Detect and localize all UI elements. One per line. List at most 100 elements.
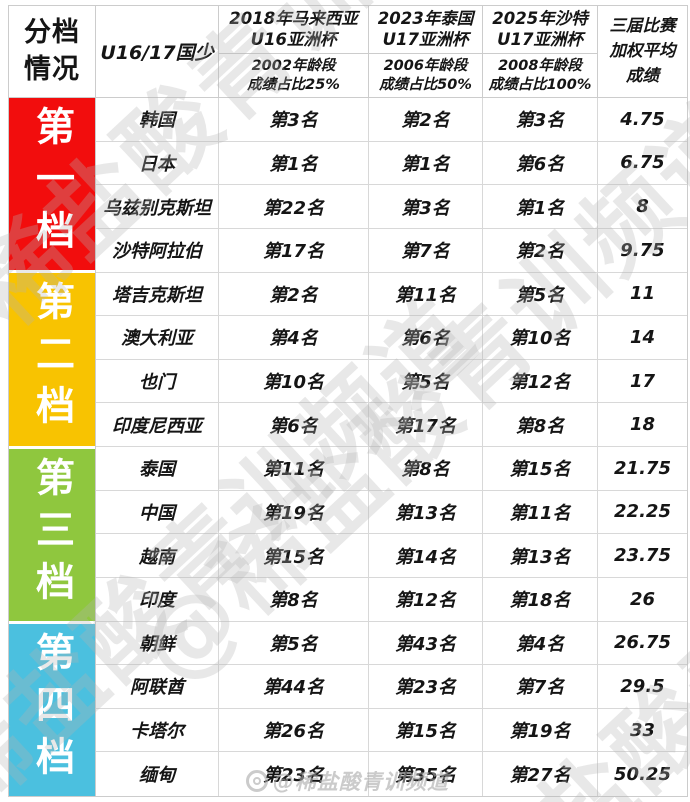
tier-label-4: 第四档 [29,631,75,788]
rank-2018-cell: 第26名 [219,708,369,753]
rank-2025-cell: 第3名 [483,98,598,142]
column-header-2023: 2023年泰国 U17亚洲杯 2006年龄段 成绩占比50% [369,6,483,97]
rank-2023-cell: 第15名 [369,708,483,753]
tier-band-3: 第三档 [9,448,95,621]
rank-2023-cell: 第35名 [369,752,483,796]
tier-band-column: 第一档 第二档 第三档 第四档 [9,98,96,796]
team-name-cell: 韩国 [96,98,219,142]
tournament-weight-2018: 2002年龄段 成绩占比25% [247,57,340,93]
rank-2023-cell: 第14名 [369,534,483,578]
weighted-avg-cell: 26 [598,578,687,622]
rank-2025-cell: 第18名 [483,577,598,622]
rank-2018-cell: 第22名 [219,185,369,229]
rank-2018-cell: 第5名 [219,621,369,666]
team-name-cell: 阿联酋 [96,665,219,709]
weighted-avg-cell: 23.75 [598,534,687,578]
rank-2023-cell: 第23名 [369,665,483,709]
rank-2025-cell: 第5名 [483,272,598,317]
rank-2018-cell: 第4名 [219,316,369,360]
rank-2025-cell: 第10名 [483,316,598,360]
weighted-avg-cell: 33 [598,709,687,753]
team-name-cell: 澳大利亚 [96,316,219,360]
rank-2023-cell: 第3名 [369,185,483,229]
tier-label-2: 第二档 [29,281,75,438]
team-name-cell: 中国 [96,490,219,535]
tier-label-1: 第一档 [29,106,75,263]
rank-2025-cell: 第19名 [483,708,598,753]
tier-band-1: 第一档 [9,98,95,271]
tier-label-3: 第三档 [29,456,75,613]
team-column-header: U16/17国少 [96,6,219,97]
rank-2018-cell: 第6名 [219,403,369,447]
team-name-cell: 印度尼西亚 [96,403,219,447]
rank-2023-cell: 第2名 [369,98,483,142]
team-name-cell: 朝鲜 [96,621,219,666]
rank-2025-cell: 第11名 [483,490,598,535]
rank-2023-cell: 第17名 [369,403,483,447]
weighted-avg-cell: 4.75 [598,98,687,142]
team-name-cell: 日本 [96,141,219,186]
tier-band-4: 第四档 [9,623,95,796]
rank-2023-cell: 第12名 [369,577,483,622]
rank-2023-cell: 第1名 [369,141,483,186]
rank-2023-cell: 第43名 [369,621,483,666]
rank-2025-cell: 第8名 [483,403,598,447]
weighted-avg-cell: 29.5 [598,665,687,709]
weighted-avg-cell: 18 [598,403,687,447]
weighted-avg-cell: 21.75 [598,447,687,491]
column-header-2025: 2025年沙特 U17亚洲杯 2008年龄段 成绩占比100% [483,6,598,97]
rank-2018-cell: 第23名 [219,752,369,796]
results-grid: 韩国 第3名 第2名 第3名 4.75 日本 第1名 第1名 第6名 6.75 乌兹别克斯坦 第22名… [96,98,687,796]
table-header: 分档 情况 U16/17国少 2018年马来西亚 U16亚洲杯 2002年龄段 … [9,6,687,98]
tier-table: 分档 情况 U16/17国少 2018年马来西亚 U16亚洲杯 2002年龄段 … [8,5,688,797]
rank-2018-cell: 第2名 [219,272,369,317]
rank-2025-cell: 第1名 [483,185,598,229]
weighted-avg-cell: 14 [598,316,687,360]
team-name-cell: 缅甸 [96,752,219,796]
weighted-avg-cell: 11 [598,273,687,317]
rank-2025-cell: 第15名 [483,447,598,491]
weighted-avg-cell: 6.75 [598,142,687,186]
rank-2023-cell: 第8名 [369,447,483,491]
rank-2025-cell: 第4名 [483,621,598,666]
rank-2018-cell: 第3名 [219,98,369,142]
team-name-cell: 卡塔尔 [96,708,219,753]
team-name-cell: 越南 [96,534,219,578]
rank-2018-cell: 第11名 [219,447,369,491]
rank-2023-cell: 第11名 [369,272,483,317]
rank-2018-cell: 第8名 [219,577,369,622]
rank-2018-cell: 第44名 [219,665,369,709]
rank-2025-cell: 第13名 [483,534,598,578]
rank-2023-cell: 第7名 [369,228,483,273]
team-name-cell: 泰国 [96,447,219,491]
rank-2025-cell: 第27名 [483,752,598,796]
rank-2025-cell: 第7名 [483,665,598,709]
tournament-weight-2025: 2008年龄段 成绩占比100% [488,57,592,93]
rank-2023-cell: 第5名 [369,359,483,404]
weighted-average-header: 三届比赛 加权平均 成绩 [609,16,676,85]
rank-2025-cell: 第12名 [483,359,598,404]
rank-2018-cell: 第19名 [219,490,369,535]
column-header-2018: 2018年马来西亚 U16亚洲杯 2002年龄段 成绩占比25% [219,6,369,97]
team-name-cell: 乌兹别克斯坦 [96,185,219,229]
tier-band-2: 第二档 [9,273,95,446]
weighted-avg-cell: 8 [598,185,687,229]
rank-2018-cell: 第10名 [219,359,369,404]
table-body: 第一档 第二档 第三档 第四档 韩国 第3名 第2名 第3名 4.75 日本 第1名 第1名第… [9,98,687,796]
tournament-weight-2023: 2006年龄段 成绩占比50% [379,57,472,93]
tournament-title-2025: 2025年沙特 U17亚洲杯 [483,6,597,54]
team-name-cell: 塔吉克斯坦 [96,272,219,317]
weighted-avg-cell: 9.75 [598,229,687,273]
rank-2018-cell: 第1名 [219,141,369,186]
tournament-title-2023: 2023年泰国 U17亚洲杯 [369,6,482,54]
corner-header: 分档 情况 [9,6,96,97]
rank-2025-cell: 第2名 [483,228,598,273]
rank-2018-cell: 第17名 [219,228,369,273]
rank-2023-cell: 第13名 [369,490,483,535]
weighted-avg-cell: 17 [598,360,687,404]
rank-2023-cell: 第6名 [369,316,483,360]
team-name-cell: 也门 [96,359,219,404]
weighted-avg-cell: 26.75 [598,622,687,666]
team-name-cell: 沙特阿拉伯 [96,228,219,273]
